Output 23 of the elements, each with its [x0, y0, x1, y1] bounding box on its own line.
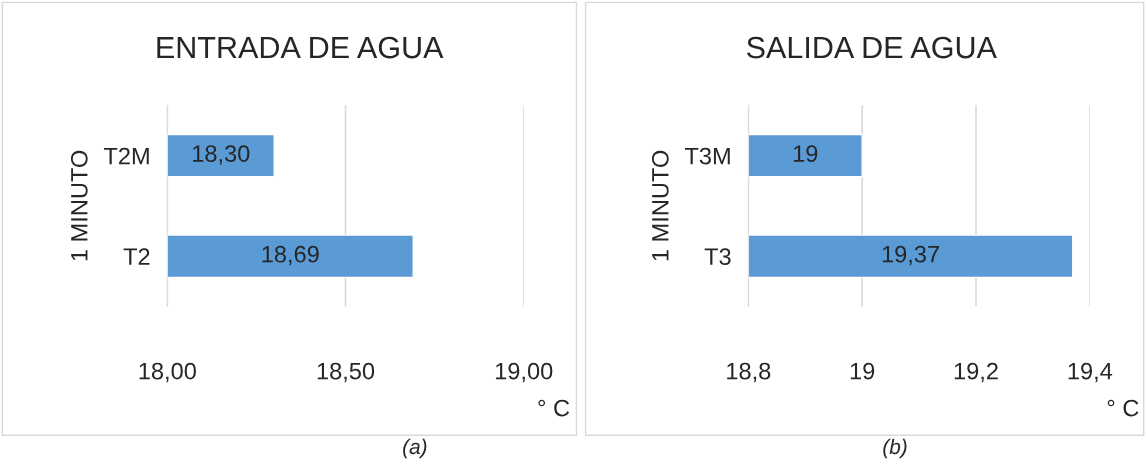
chart-title: ENTRADA DE AGUA [157, 36, 444, 59]
x-tick-label: 18,00 [139, 362, 196, 383]
text: (b) [883, 438, 907, 459]
x-tick-label: 19 [850, 362, 875, 380]
x-tick-label: 19,2 [954, 362, 998, 383]
x-tick-label: 18,50 [317, 362, 375, 383]
data-label: 18,30 [193, 145, 250, 165]
y-tick-label: T2 [123, 248, 150, 265]
x-axis-title: ° C [538, 399, 570, 417]
x-axis-title: ° C [1107, 399, 1139, 417]
y-tick-label: T3 [704, 248, 731, 266]
y-axis-title: 1 MINUTO [70, 150, 88, 261]
x-tick-label: 18,8 [727, 362, 771, 383]
chart-title: SALIDA DE AGUA [746, 36, 997, 59]
y-tick-label: T2M [103, 147, 149, 165]
x-tick-label: 19,4 [1068, 362, 1113, 383]
data-label: 19,37 [882, 245, 939, 266]
text: (a) [403, 438, 427, 459]
data-label: 19 [793, 145, 818, 162]
x-tick-label: 19,00 [495, 362, 553, 383]
y-axis-title: 1 MINUTO [651, 150, 669, 261]
y-tick-label: T3M [684, 147, 730, 165]
data-label: 18,69 [262, 245, 319, 266]
